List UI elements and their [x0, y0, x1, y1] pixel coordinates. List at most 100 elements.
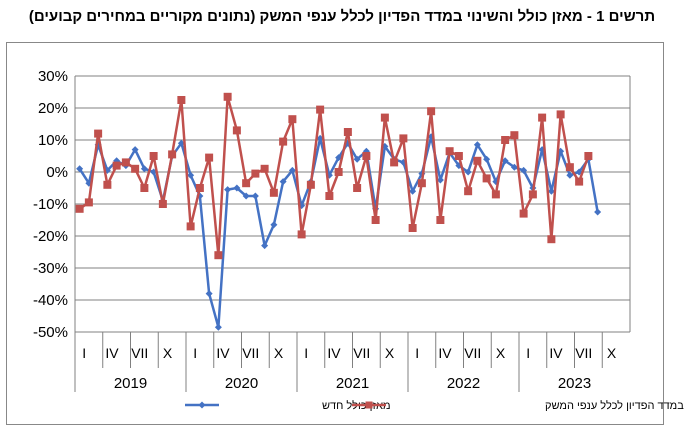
y-tick-label: -10%: [33, 196, 68, 213]
data-point: [464, 187, 473, 196]
data-point: [556, 110, 565, 119]
data-point: [297, 230, 306, 239]
data-point: [436, 176, 444, 184]
x-tick-label: IV: [105, 345, 119, 361]
data-point: [242, 192, 250, 200]
data-point: [177, 96, 186, 104]
y-tick-label: 20%: [38, 100, 68, 117]
x-tick-label: I: [526, 345, 530, 361]
data-point: [417, 179, 426, 188]
data-point: [565, 163, 574, 172]
x-tick-label: I: [82, 345, 86, 361]
data-point: [103, 180, 112, 189]
data-point: [334, 168, 343, 176]
x-tick-label: X: [607, 345, 617, 361]
data-point: [362, 152, 371, 160]
data-point: [112, 161, 121, 170]
data-point: [270, 221, 278, 229]
data-point: [594, 208, 602, 216]
data-point: [538, 113, 547, 122]
data-point: [223, 92, 232, 101]
data-point: [528, 190, 537, 199]
chart-title: תרשים 1 - מאזן כולל והשינוי במדד הפדיון …: [28, 8, 656, 25]
x-tick-label: VII: [464, 345, 481, 361]
data-point: [205, 153, 214, 162]
data-point: [251, 169, 260, 178]
data-point: [84, 198, 93, 207]
data-point: [288, 166, 296, 174]
data-point: [195, 184, 204, 192]
data-point: [454, 152, 463, 160]
data-point: [408, 224, 417, 232]
x-tick-label: I: [193, 345, 197, 361]
data-point: [575, 177, 584, 186]
data-point: [75, 204, 84, 213]
data-point: [473, 156, 482, 165]
data-point: [473, 141, 481, 149]
data-point: [306, 180, 315, 189]
x-tick-label: X: [274, 345, 284, 361]
x-tick-label: VII: [242, 345, 259, 361]
data-point: [279, 178, 287, 186]
data-point: [232, 126, 241, 135]
x-tick-label: X: [163, 345, 173, 361]
data-point: [482, 174, 491, 183]
data-point: [380, 113, 389, 122]
year-label: 2019: [114, 375, 147, 392]
y-tick-label: 0%: [46, 164, 68, 181]
series-line: [78, 95, 590, 257]
data-point: [445, 147, 454, 156]
data-point: [343, 128, 352, 136]
data-point: [260, 164, 269, 173]
data-point: [131, 164, 140, 173]
data-point: [269, 188, 278, 197]
x-tick-label: VII: [131, 345, 148, 361]
data-point: [436, 216, 445, 224]
data-point: [149, 152, 158, 160]
x-tick-label: I: [304, 345, 308, 361]
data-point: [94, 129, 103, 138]
data-point: [483, 155, 491, 163]
data-point: [288, 115, 297, 124]
y-tick-label: 10%: [38, 132, 68, 149]
data-point: [187, 171, 195, 179]
year-label: 2022: [447, 375, 480, 392]
data-point: [121, 158, 130, 167]
legend-label: השינוי במדד הפדיון לכלל ענפי המשק: [545, 399, 684, 412]
data-point: [501, 136, 510, 144]
data-point: [261, 242, 269, 250]
x-tick-label: IV: [438, 345, 452, 361]
data-point: [566, 171, 574, 179]
data-point: [510, 131, 519, 140]
data-point: [279, 137, 288, 146]
data-point: [214, 323, 222, 331]
data-point: [584, 152, 593, 160]
x-tick-label: X: [496, 345, 506, 361]
data-point: [233, 184, 241, 192]
data-point: [140, 165, 148, 173]
data-point: [214, 251, 223, 260]
data-point: [205, 290, 213, 298]
y-tick-label: -40%: [33, 292, 68, 309]
x-tick-label: IV: [549, 345, 563, 361]
data-point: [409, 187, 417, 195]
data-point: [177, 139, 185, 147]
legend-marker: [365, 401, 373, 409]
year-label: 2023: [558, 375, 591, 392]
legend-marker: [198, 401, 206, 409]
year-label: 2020: [225, 375, 258, 392]
data-point: [427, 107, 436, 116]
data-point: [510, 163, 518, 171]
data-point: [501, 157, 509, 165]
data-point: [325, 192, 334, 200]
data-point: [353, 155, 361, 163]
data-point: [224, 186, 232, 194]
x-tick-label: IV: [327, 345, 341, 361]
data-point: [140, 184, 149, 192]
data-point: [186, 222, 195, 231]
y-tick-label: 30%: [38, 68, 68, 85]
data-point: [168, 150, 177, 159]
data-point: [76, 165, 84, 173]
data-point: [316, 105, 325, 114]
x-tick-label: VII: [575, 345, 592, 361]
